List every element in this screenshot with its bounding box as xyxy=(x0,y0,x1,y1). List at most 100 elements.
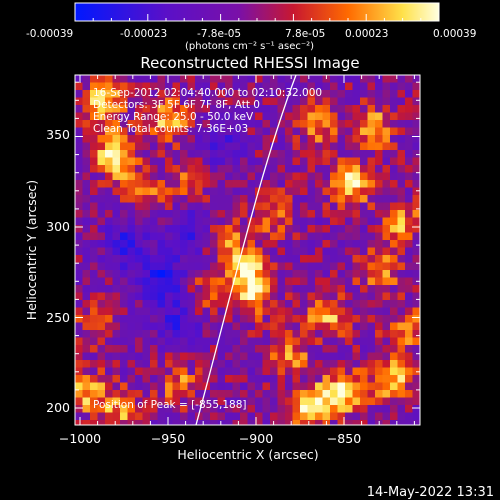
image-pixel xyxy=(232,232,241,241)
image-pixel xyxy=(165,210,173,218)
image-pixel xyxy=(240,112,248,121)
image-pixel xyxy=(405,262,413,271)
image-pixel xyxy=(315,82,323,91)
image-pixel xyxy=(217,202,226,211)
image-pixel xyxy=(225,397,233,406)
image-pixel xyxy=(262,405,271,413)
image-pixel xyxy=(75,195,83,203)
image-pixel xyxy=(397,375,406,383)
image-pixel xyxy=(382,157,391,166)
image-pixel xyxy=(187,367,196,376)
image-pixel xyxy=(397,217,406,226)
image-pixel xyxy=(232,405,241,413)
image-pixel xyxy=(322,337,331,346)
image-pixel xyxy=(255,412,263,421)
image-pixel xyxy=(142,240,151,248)
image-pixel xyxy=(142,180,151,188)
image-pixel xyxy=(262,352,271,361)
image-pixel xyxy=(360,120,368,128)
image-pixel xyxy=(202,292,211,301)
image-pixel xyxy=(180,120,188,128)
image-pixel xyxy=(255,300,263,308)
image-pixel xyxy=(277,285,286,293)
image-pixel xyxy=(367,180,376,188)
image-pixel xyxy=(112,202,121,211)
image-pixel xyxy=(375,337,383,346)
image-pixel xyxy=(210,217,218,226)
image-pixel xyxy=(75,240,83,248)
image-pixel xyxy=(360,217,368,226)
image-pixel xyxy=(75,337,83,346)
image-pixel xyxy=(412,307,420,316)
image-pixel xyxy=(375,240,383,248)
image-pixel xyxy=(382,352,391,361)
image-pixel xyxy=(300,307,308,316)
image-pixel xyxy=(120,225,128,233)
image-pixel xyxy=(240,202,248,211)
image-pixel xyxy=(120,172,128,181)
image-pixel xyxy=(135,300,143,308)
image-pixel xyxy=(202,217,211,226)
image-pixel xyxy=(217,97,226,106)
image-pixel xyxy=(142,292,151,301)
image-pixel xyxy=(105,97,113,106)
image-pixel xyxy=(360,330,368,338)
image-pixel xyxy=(232,397,241,406)
image-pixel xyxy=(127,82,136,91)
image-pixel xyxy=(360,75,368,83)
image-pixel xyxy=(367,135,376,143)
image-pixel xyxy=(187,247,196,256)
image-pixel xyxy=(180,112,188,121)
image-pixel xyxy=(112,277,121,286)
image-pixel xyxy=(345,75,353,83)
image-pixel xyxy=(202,330,211,338)
image-pixel xyxy=(397,240,406,248)
image-pixel xyxy=(225,322,233,331)
image-pixel xyxy=(225,337,233,346)
image-pixel xyxy=(150,330,158,338)
image-pixel xyxy=(330,217,338,226)
image-pixel xyxy=(240,420,248,425)
image-pixel xyxy=(382,397,391,406)
image-pixel xyxy=(405,247,413,256)
image-pixel xyxy=(300,210,308,218)
image-pixel xyxy=(240,210,248,218)
image-pixel xyxy=(217,420,226,425)
image-pixel xyxy=(202,367,211,376)
image-pixel xyxy=(82,120,91,128)
image-pixel xyxy=(322,142,331,151)
image-pixel xyxy=(240,390,248,398)
image-pixel xyxy=(412,240,420,248)
image-pixel xyxy=(270,97,278,106)
image-pixel xyxy=(120,82,128,91)
image-pixel xyxy=(195,292,203,301)
image-pixel xyxy=(322,315,331,323)
image-pixel xyxy=(360,150,368,158)
image-pixel xyxy=(300,180,308,188)
colorbar-tick-1: -0.00039 xyxy=(26,28,73,40)
image-pixel xyxy=(397,360,406,368)
image-pixel xyxy=(157,292,166,301)
image-pixel xyxy=(217,382,226,391)
image-pixel xyxy=(352,292,361,301)
image-pixel xyxy=(412,202,420,211)
image-pixel xyxy=(90,75,98,83)
image-pixel xyxy=(367,390,376,398)
image-pixel xyxy=(202,105,211,113)
image-pixel xyxy=(405,367,413,376)
image-pixel xyxy=(390,367,398,376)
image-pixel xyxy=(225,82,233,91)
image-pixel xyxy=(292,180,301,188)
image-pixel xyxy=(375,90,383,98)
image-pixel xyxy=(195,202,203,211)
image-pixel xyxy=(82,382,91,391)
image-pixel xyxy=(195,112,203,121)
image-pixel xyxy=(97,420,106,425)
image-pixel xyxy=(82,210,91,218)
image-pixel xyxy=(412,97,420,106)
image-pixel xyxy=(157,240,166,248)
image-pixel xyxy=(142,375,151,383)
image-pixel xyxy=(375,255,383,263)
y-tick-label: 350 xyxy=(46,127,70,142)
image-pixel xyxy=(232,322,241,331)
